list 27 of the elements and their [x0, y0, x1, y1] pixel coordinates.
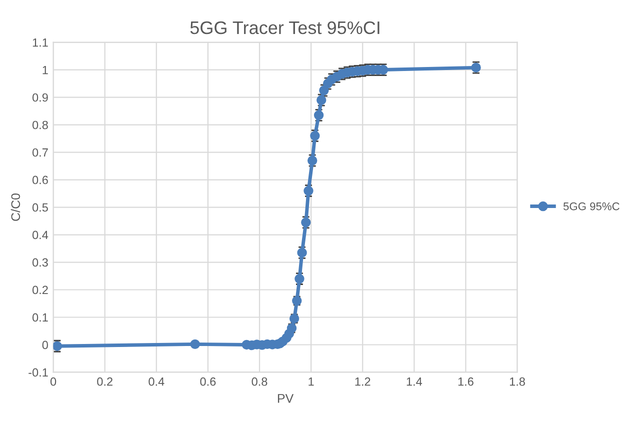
y-tick-label: 0.2	[32, 286, 48, 294]
y-tick-label: 0.1	[32, 313, 48, 322]
x-tick-label: 0.2	[97, 377, 112, 386]
y-tick-label: -0.1	[28, 368, 48, 377]
y-tick-label: 0.7	[32, 148, 48, 157]
y-axis-title: C/C0	[10, 194, 20, 221]
y-tick-label: 1.1	[32, 38, 48, 47]
x-tick-label: 1.6	[458, 377, 474, 386]
x-tick-label: 1.4	[406, 378, 422, 386]
y-tick-label: 1	[42, 66, 48, 74]
x-axis-title: PV	[278, 394, 294, 403]
y-tick-label: 0.6	[32, 176, 48, 184]
y-tick-label: 0.3	[32, 258, 48, 267]
legend-label: 5GG 95%C	[563, 202, 620, 210]
x-tick-label: 1.8	[510, 377, 525, 386]
x-tick-label: 0.6	[200, 377, 216, 386]
x-tick-label: 1.2	[355, 377, 370, 386]
x-tick-label: 1	[308, 378, 314, 386]
y-tick-label: 0.9	[32, 93, 48, 102]
x-tick-label: 0	[50, 377, 56, 386]
y-tick-label: 0.4	[32, 230, 48, 240]
y-tick-label: 0.5	[32, 203, 48, 212]
x-tick-label: 0.8	[252, 377, 268, 386]
y-tick-label: 0.8	[32, 120, 48, 130]
x-tick-label: 0.4	[148, 377, 164, 386]
y-tick-label: 0	[42, 340, 48, 350]
chart-title: 5GG Tracer Test 95%CI	[190, 21, 380, 34]
